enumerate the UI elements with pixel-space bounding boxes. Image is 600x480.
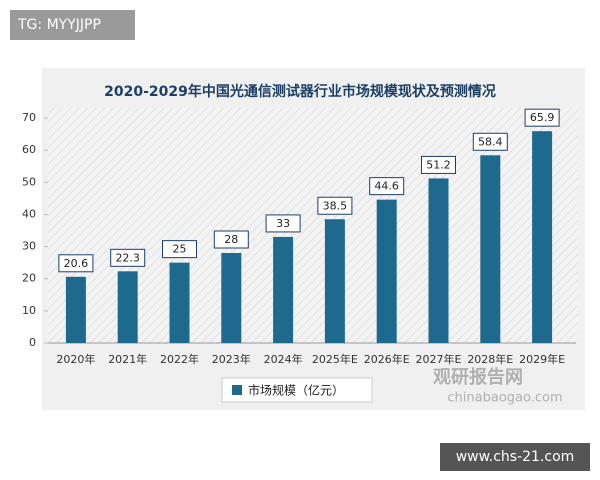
bar bbox=[324, 219, 345, 343]
value-label: 25 bbox=[173, 243, 187, 256]
bar bbox=[273, 236, 294, 343]
bar bbox=[480, 155, 501, 343]
x-tick-label: 2027年E bbox=[416, 352, 462, 366]
value-label: 51.2 bbox=[426, 158, 451, 171]
watermark-name: 观研报告网 bbox=[433, 366, 523, 388]
value-label-box bbox=[524, 108, 560, 127]
value-label: 38.5 bbox=[323, 199, 348, 212]
y-tick-label: 30 bbox=[22, 240, 36, 253]
y-tick-label: 20 bbox=[22, 272, 36, 285]
bar bbox=[532, 131, 553, 343]
value-label-box bbox=[213, 230, 249, 249]
x-tick-label: 2023年 bbox=[212, 352, 251, 366]
chart-title: 2020-2029年中国光通信测试器行业市场规模现状及预测情况 bbox=[104, 83, 496, 100]
value-label-box bbox=[110, 248, 146, 267]
y-tick-label: 50 bbox=[22, 175, 36, 188]
y-tick-label: 0 bbox=[29, 336, 36, 349]
bottom-badge-bg bbox=[440, 443, 590, 471]
bar bbox=[117, 271, 138, 343]
value-label-box bbox=[369, 177, 405, 196]
top-badge-bg bbox=[10, 10, 135, 40]
value-label-box bbox=[265, 214, 301, 233]
bottom-badge: www.chs-21.com bbox=[456, 449, 575, 465]
legend-label: 市场规模（亿元） bbox=[248, 383, 344, 398]
value-label-box bbox=[58, 254, 94, 273]
legend-box bbox=[221, 377, 373, 403]
value-label: 65.9 bbox=[530, 111, 555, 124]
y-tick-label: 10 bbox=[22, 304, 36, 317]
x-tick-label: 2028年E bbox=[467, 352, 513, 366]
bar bbox=[65, 276, 86, 343]
x-tick-label: 2021年 bbox=[108, 352, 147, 366]
bar bbox=[169, 262, 190, 343]
value-label-box bbox=[162, 240, 197, 259]
value-label: 20.6 bbox=[64, 257, 89, 270]
y-tick-label: 70 bbox=[22, 111, 36, 124]
value-label: 58.4 bbox=[478, 135, 503, 148]
bar bbox=[428, 178, 449, 343]
value-label-box bbox=[317, 196, 353, 215]
value-label-box bbox=[472, 132, 508, 151]
value-label: 28 bbox=[224, 233, 238, 246]
watermark-url: chinabaogao.com bbox=[447, 391, 562, 406]
x-tick-label: 2026年E bbox=[364, 352, 410, 366]
legend-swatch bbox=[232, 385, 242, 395]
y-tick-label: 60 bbox=[22, 143, 36, 156]
x-tick-label: 2022年 bbox=[160, 352, 199, 366]
x-tick-label: 2029年E bbox=[519, 352, 565, 366]
top-badge: TG: MYYJJPP bbox=[17, 17, 101, 33]
y-tick-label: 40 bbox=[22, 207, 36, 220]
value-label: 22.3 bbox=[115, 251, 140, 264]
value-label: 33 bbox=[276, 217, 290, 230]
x-tick-label: 2025年E bbox=[312, 352, 358, 366]
bar bbox=[221, 253, 242, 343]
x-tick-label: 2020年 bbox=[56, 352, 95, 366]
value-label: 44.6 bbox=[374, 180, 399, 193]
x-tick-label: 2024年 bbox=[264, 352, 303, 366]
bar bbox=[376, 199, 397, 343]
value-label-box bbox=[421, 155, 456, 174]
